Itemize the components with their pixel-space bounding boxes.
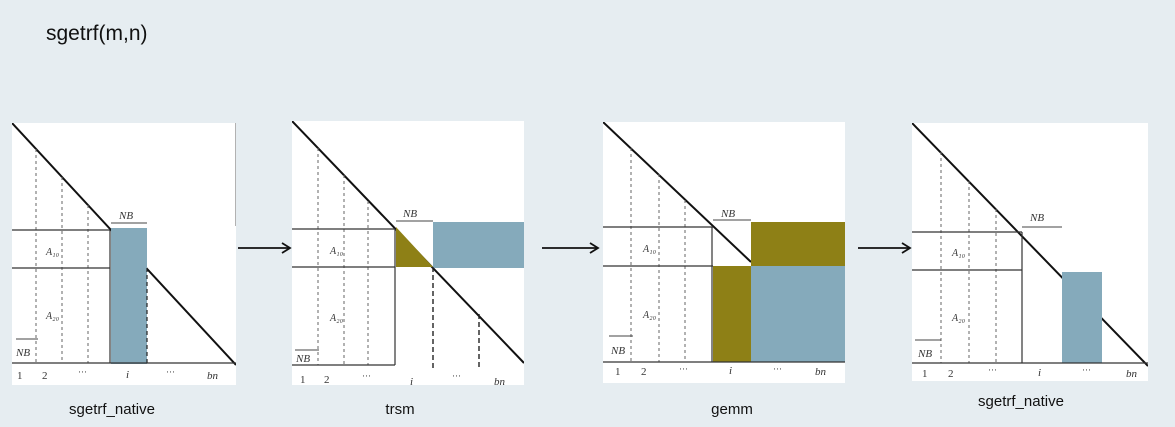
nb-label-top: NB <box>402 208 417 220</box>
tick-1: 1 <box>17 370 23 382</box>
tick-1: 1 <box>922 368 928 380</box>
matrix-diagram-3: NB A₁₀ A₂₀ NB 1 2 ··· i ··· bn <box>603 122 845 378</box>
tick-1: 1 <box>615 366 621 378</box>
tick-bn: bn <box>1126 368 1138 380</box>
nb-label-top: NB <box>1029 212 1044 224</box>
olive-block-top <box>751 222 845 266</box>
a10-label: A₁₀ <box>951 248 966 259</box>
tick-1: 1 <box>300 374 306 385</box>
blue-block <box>433 222 524 268</box>
matrix-diagram-4: NB A₁₀ A₂₀ NB 1 2 ··· i ··· bn <box>912 123 1148 380</box>
blue-block <box>751 266 845 362</box>
page-title: sgetrf(m,n) <box>46 22 148 45</box>
nb-label-bottom: NB <box>15 347 30 359</box>
a20-label: A₂₀ <box>642 310 657 321</box>
panel-sgetrf-native-1: NB A₁₀ A₂₀ NB 1 2 ··· i ··· bn <box>12 123 236 385</box>
tick-2: 2 <box>42 370 48 382</box>
nb-label-bottom: NB <box>295 353 310 365</box>
tick-dots-2: ··· <box>166 367 175 377</box>
blue-block <box>1062 272 1102 363</box>
matrix-diagram-2: NB A₁₀ A₂₀ NB 1 2 ··· i ··· bn <box>292 121 524 385</box>
tick-dots-2: ··· <box>1082 365 1091 375</box>
right-arrow-icon <box>858 242 912 254</box>
tick-bn: bn <box>815 366 827 378</box>
right-arrow-icon <box>542 242 600 254</box>
nb-label-top: NB <box>720 208 735 220</box>
tick-i: i <box>1038 367 1041 379</box>
tick-dots: ··· <box>362 371 371 381</box>
panel-gemm: NB A₁₀ A₂₀ NB 1 2 ··· i ··· bn <box>603 122 845 383</box>
a10-label: A₁₀ <box>329 246 344 257</box>
blue-block <box>111 228 147 364</box>
olive-triangle <box>396 227 433 267</box>
a20-label: A₂₀ <box>329 313 344 324</box>
tick-bn: bn <box>207 370 219 382</box>
caption-step-3: gemm <box>711 401 753 418</box>
caption-step-2: trsm <box>385 401 415 418</box>
tick-2: 2 <box>324 374 330 385</box>
a20-label: A₂₀ <box>951 313 966 324</box>
caption-step-1: sgetrf_native <box>69 401 155 418</box>
panel-trsm: NB A₁₀ A₂₀ NB 1 2 ··· i ··· bn <box>292 121 524 385</box>
tick-i: i <box>126 369 129 381</box>
panel-sgetrf-native-2: NB A₁₀ A₂₀ NB 1 2 ··· i ··· bn <box>912 123 1148 381</box>
nb-label-top: NB <box>118 210 133 222</box>
nb-label-bottom: NB <box>917 348 932 360</box>
olive-block-left <box>713 266 751 362</box>
tick-dots-2: ··· <box>452 371 461 381</box>
tick-2: 2 <box>641 366 647 378</box>
tick-bn: bn <box>494 376 506 385</box>
a10-label: A₁₀ <box>45 247 60 258</box>
right-arrow-icon <box>238 242 292 254</box>
nb-label-bottom: NB <box>610 345 625 357</box>
a10-label: A₁₀ <box>642 244 657 255</box>
tick-dots: ··· <box>988 365 997 375</box>
tick-i: i <box>729 365 732 377</box>
tick-dots-2: ··· <box>773 364 782 374</box>
tick-2: 2 <box>948 368 954 380</box>
tick-i: i <box>410 376 413 385</box>
tick-dots: ··· <box>679 364 688 374</box>
matrix-diagram-1: NB A₁₀ A₂₀ NB 1 2 ··· i ··· bn <box>12 123 236 382</box>
a20-label: A₂₀ <box>45 311 60 322</box>
tick-dots: ··· <box>78 367 87 377</box>
caption-step-4: sgetrf_native <box>978 393 1064 410</box>
